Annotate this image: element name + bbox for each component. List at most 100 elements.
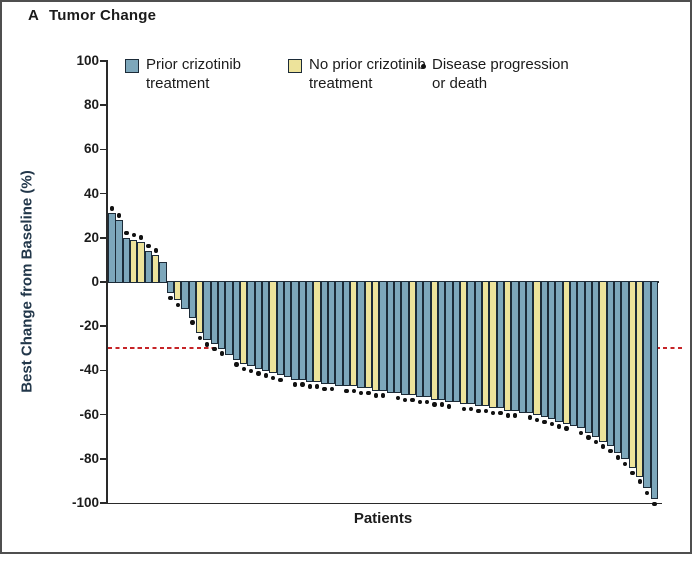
y-tick-label: -100 — [71, 495, 99, 510]
patient-bar — [137, 242, 145, 283]
patient-bar — [386, 281, 395, 393]
y-tick-mark — [100, 148, 107, 151]
progression-dot-icon — [600, 444, 606, 449]
patient-bar — [599, 281, 607, 442]
patient-bar — [115, 220, 123, 283]
progression-dot-icon — [146, 244, 151, 249]
patient-bar — [415, 281, 424, 398]
y-tick-mark — [100, 104, 107, 106]
patient-bar — [203, 281, 211, 340]
y-tick-label: 60 — [83, 141, 99, 157]
prior-crizotinib-swatch-icon — [125, 59, 139, 73]
patient-bar — [210, 281, 219, 345]
y-tick-mark — [100, 502, 107, 504]
y-tick-label: -60 — [79, 406, 99, 422]
progression-dot-icon — [593, 439, 598, 445]
patient-bar — [129, 240, 138, 283]
progression-dot-icon — [373, 393, 378, 398]
patient-bar — [474, 281, 483, 407]
bottom-axis-line — [106, 502, 662, 505]
legend-label: No prior crizotinib treatment — [309, 56, 426, 93]
progression-dot-icon — [461, 406, 466, 411]
progression-dot-icon — [512, 413, 518, 418]
y-tick-label: -40 — [79, 362, 99, 378]
progression-dot-icon — [615, 455, 620, 460]
progression-dot-icon — [421, 64, 426, 69]
progression-dot-icon — [534, 417, 540, 422]
panel-title-text: Tumor Change — [49, 7, 157, 24]
progression-dot-icon — [124, 230, 129, 236]
patient-bar — [423, 281, 431, 398]
patient-bar — [540, 281, 549, 418]
progression-dot-icon — [270, 375, 276, 380]
patient-bar — [393, 281, 402, 393]
patient-bar — [569, 281, 578, 427]
legend-label-line2: or death — [432, 74, 488, 92]
y-tick-label: 40 — [83, 185, 99, 201]
patient-bar — [349, 281, 358, 387]
y-tick-mark — [100, 413, 107, 416]
patient-bar — [481, 281, 490, 407]
patient-bar — [283, 281, 292, 378]
legend-label: Prior crizotinib treatment — [146, 56, 241, 93]
progression-dot-icon — [578, 430, 584, 436]
patient-bar — [313, 281, 321, 382]
progression-dot-icon — [138, 235, 144, 240]
y-tick-mark — [100, 237, 107, 239]
progression-dot-icon — [197, 335, 202, 341]
patient-bar — [408, 281, 417, 396]
progression-dot-icon — [446, 404, 452, 409]
progression-dot-icon — [314, 384, 320, 389]
progression-dot-icon — [307, 384, 312, 389]
y-tick-mark — [100, 281, 107, 283]
progression-dot-icon — [292, 382, 298, 387]
patient-bar — [533, 281, 541, 415]
patient-bar — [518, 281, 527, 413]
progression-dot-icon — [380, 393, 386, 398]
y-tick-mark — [100, 325, 107, 327]
progression-dot-icon — [630, 470, 635, 476]
y-tick-label: 20 — [83, 229, 99, 245]
patient-bar — [459, 281, 468, 404]
progression-dot-icon — [219, 351, 224, 356]
patient-bar — [276, 281, 285, 376]
progression-dot-icon — [608, 448, 613, 453]
patient-bar — [159, 262, 167, 283]
patient-bar — [188, 281, 197, 318]
legend-label: Disease progression or death — [432, 56, 569, 93]
patient-bar — [525, 281, 534, 413]
progression-dot-icon — [424, 399, 430, 405]
y-tick-mark — [100, 458, 107, 460]
patient-bar — [445, 281, 453, 402]
panel-title: A Tumor Change — [28, 7, 156, 24]
progression-dot-icon — [131, 233, 136, 238]
progression-dot-icon — [527, 415, 532, 420]
patient-bar — [503, 281, 512, 411]
progression-dot-icon — [564, 426, 569, 431]
progression-dot-icon — [652, 501, 657, 506]
progression-dot-icon — [344, 388, 349, 394]
progression-dot-icon — [505, 413, 510, 418]
y-tick-label: -80 — [79, 450, 99, 466]
patient-bar — [562, 281, 571, 424]
progression-dot-icon — [468, 406, 474, 411]
progression-dot-icon — [490, 410, 496, 416]
patient-bar — [467, 281, 475, 404]
progression-dot-icon — [476, 408, 481, 414]
progression-dot-icon — [556, 424, 562, 429]
y-axis-label: Best Change from Baseline (%) — [18, 170, 36, 393]
progression-dot-icon — [637, 479, 642, 484]
progression-dot-icon — [358, 391, 364, 396]
progression-dot-icon — [402, 397, 408, 403]
patient-bar — [555, 281, 563, 422]
progression-dot-icon — [410, 397, 415, 403]
patient-bar — [628, 281, 637, 469]
progression-dot-icon — [586, 435, 591, 440]
patient-bar — [269, 281, 277, 373]
patient-bar — [371, 281, 380, 391]
progression-dot-icon — [241, 366, 246, 372]
progression-dot-icon — [168, 296, 173, 301]
patient-bar — [247, 281, 255, 367]
x-axis-label: Patients — [353, 510, 413, 527]
progression-dot-icon — [278, 377, 283, 383]
